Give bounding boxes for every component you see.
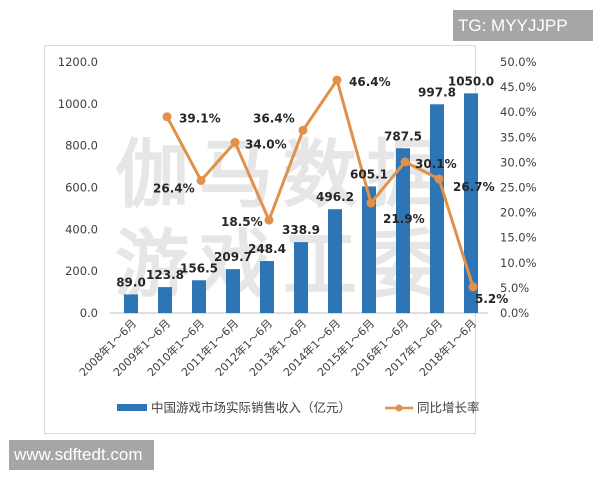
x-axis-labels: 2008年1～6月2009年1～6月2010年1～6月2011年1～6月2012…	[76, 316, 479, 379]
bar-value-label: 1050.0	[448, 74, 494, 88]
left-tick-label: 800.0	[65, 139, 98, 153]
growth-value-label: 26.4%	[153, 181, 195, 195]
right-tick-label: 25.0%	[500, 181, 537, 195]
legend-bar-label: 中国游戏市场实际销售收入（亿元）	[151, 400, 351, 415]
x-tick-label: 2017年1～6月	[382, 316, 445, 379]
left-tick-label: 0.0	[80, 306, 98, 320]
legend-line-label: 同比增长率	[417, 400, 480, 415]
right-tick-label: 20.0%	[500, 206, 537, 220]
telegram-badge: TG: MYYJJPP	[453, 10, 593, 41]
x-tick-label: 2011年1～6月	[178, 316, 241, 379]
bar-value-label: 209.7	[214, 250, 252, 264]
bar-value-label: 338.9	[282, 223, 320, 237]
right-tick-label: 35.0%	[500, 130, 537, 144]
line-point	[230, 137, 240, 147]
growth-value-label: 34.0%	[245, 137, 287, 151]
bar	[294, 242, 308, 313]
bar	[192, 280, 206, 313]
growth-value-label: 21.9%	[383, 212, 425, 226]
line-point	[196, 175, 206, 185]
bar-value-label: 787.5	[384, 129, 422, 143]
legend-bar-swatch	[117, 404, 147, 411]
x-tick-label: 2015年1～6月	[314, 316, 377, 379]
left-tick-label: 1000.0	[58, 97, 98, 111]
right-tick-label: 45.0%	[500, 80, 537, 94]
website-badge: www.sdftedt.com	[9, 440, 154, 470]
line-data-labels: 39.1% 26.4% 34.0% 18.5% 36.4% 46.4% 21.9% 30.1%…	[153, 75, 508, 306]
bar	[226, 269, 240, 313]
x-tick-label: 2016年1～6月	[348, 316, 411, 379]
bar-value-label: 997.8	[418, 85, 456, 99]
bar	[362, 186, 376, 313]
x-tick-label: 2009年1～6月	[110, 316, 173, 379]
line-point	[468, 282, 478, 292]
bar	[464, 93, 478, 313]
x-tick-label: 2012年1～6月	[212, 316, 275, 379]
growth-value-label: 39.1%	[179, 112, 221, 126]
growth-value-label: 30.1%	[415, 157, 457, 171]
right-tick-label: 30.0%	[500, 155, 537, 169]
left-tick-label: 1200.0	[58, 55, 98, 69]
right-tick-label: 15.0%	[500, 231, 537, 245]
growth-value-label: 36.4%	[253, 111, 295, 125]
growth-line-series	[162, 75, 478, 292]
bar	[396, 148, 410, 313]
line-point	[434, 174, 444, 184]
line-point	[264, 215, 274, 225]
legend: 中国游戏市场实际销售收入（亿元） 同比增长率	[117, 400, 480, 415]
x-tick-label: 2014年1～6月	[280, 316, 343, 379]
svg-text:伽马数据: 伽马数据	[115, 132, 451, 218]
bar-value-label: 156.5	[180, 261, 218, 275]
bar-series	[124, 93, 478, 313]
right-tick-label: 5.0%	[500, 281, 529, 295]
bar	[260, 261, 274, 313]
line-point	[400, 157, 410, 167]
bar-value-label: 89.0	[116, 275, 146, 289]
left-tick-label: 400.0	[65, 222, 98, 236]
bar	[158, 287, 172, 313]
line-point	[332, 75, 342, 85]
line-point	[298, 125, 308, 135]
bar	[124, 294, 138, 313]
right-tick-label: 0.0%	[500, 306, 529, 320]
left-tick-label: 600.0	[65, 181, 98, 195]
left-tick-label: 200.0	[65, 264, 98, 278]
growth-value-label: 46.4%	[349, 75, 391, 89]
x-tick-label: 2008年1～6月	[76, 316, 139, 379]
x-tick-label: 2013年1～6月	[246, 316, 309, 379]
growth-value-label: 5.2%	[475, 292, 508, 306]
left-axis: 0.0 200.0 400.0 600.0 800.0 1000.0 1200.0	[58, 55, 98, 320]
right-tick-label: 40.0%	[500, 105, 537, 119]
x-tick-label: 2010年1～6月	[144, 316, 207, 379]
right-tick-label: 10.0%	[500, 256, 537, 270]
bar	[430, 104, 444, 313]
right-tick-label: 50.0%	[500, 55, 537, 69]
bar	[328, 209, 342, 313]
growth-value-label: 26.7%	[453, 180, 495, 194]
growth-value-label: 18.5%	[221, 215, 263, 229]
line-point	[162, 112, 172, 122]
bar-value-label: 123.8	[146, 268, 184, 282]
line-point	[366, 198, 376, 208]
bar-value-label: 248.4	[248, 242, 286, 256]
x-tick-label: 2018年1～6月	[416, 316, 479, 379]
bar-value-label: 605.1	[350, 167, 388, 181]
bar-value-label: 496.2	[316, 190, 354, 204]
right-axis: 0.0% 5.0% 10.0% 15.0% 20.0% 25.0% 30.0% 35.0% 40…	[500, 55, 537, 320]
